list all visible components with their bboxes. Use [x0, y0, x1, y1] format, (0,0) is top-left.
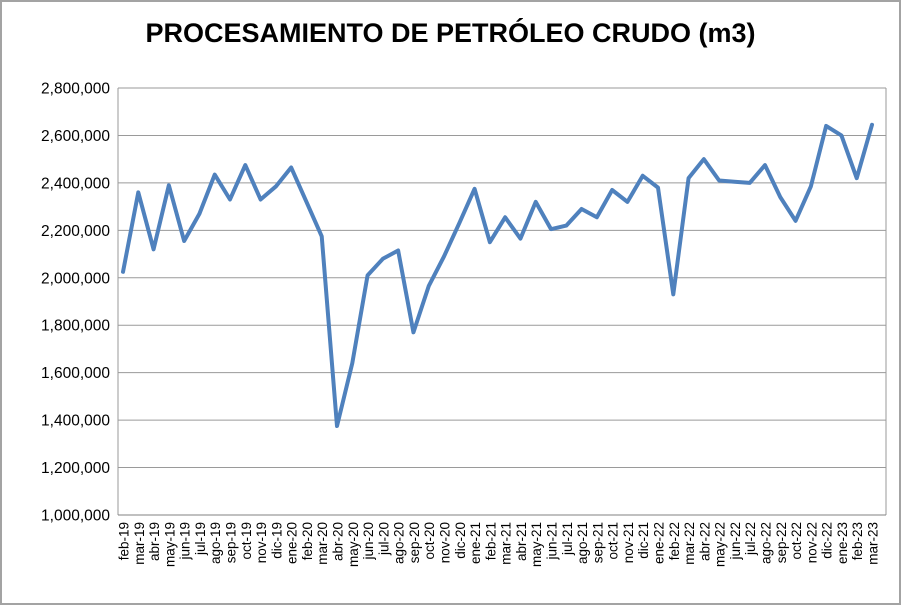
x-axis-tick-label: ago-22 — [759, 522, 774, 564]
x-axis-tick-label: jun-22 — [728, 522, 743, 561]
x-axis-tick-label: sep-21 — [590, 522, 605, 563]
x-axis-tick-label: nov-19 — [254, 522, 269, 563]
x-axis-tick-label: ago-21 — [575, 522, 590, 564]
x-axis-tick-label: abr-22 — [697, 522, 712, 561]
x-axis-tick-label: feb-23 — [850, 522, 865, 560]
x-axis-tick-label: jul-21 — [560, 522, 575, 556]
x-axis-tick-label: ago-19 — [208, 522, 223, 564]
x-axis-tick-label: feb-22 — [667, 522, 682, 560]
x-axis-tick-label: feb-20 — [300, 522, 315, 560]
x-axis-tick-label: feb-21 — [483, 522, 498, 560]
x-axis-tick-label: ene-22 — [652, 522, 667, 564]
x-axis-tick-label: jul-20 — [376, 522, 391, 556]
x-axis-tick-label: jun-21 — [545, 522, 560, 561]
x-axis-tick-label: ene-20 — [285, 522, 300, 564]
x-axis-tick-label: sep-22 — [774, 522, 789, 563]
x-axis-tick-label: jul-22 — [743, 522, 758, 556]
x-axis-tick-label: abr-20 — [331, 522, 346, 561]
x-axis-tick-label: oct-19 — [239, 522, 254, 560]
x-axis-tick-label: ene-21 — [468, 522, 483, 564]
y-axis-tick-label: 1,400,000 — [41, 413, 110, 430]
x-axis-tick-label: ago-20 — [392, 522, 407, 564]
x-axis-tick-label: mar-19 — [132, 522, 147, 565]
x-axis-tick-label: jun-19 — [178, 522, 193, 561]
x-axis-tick-label: jul-19 — [193, 522, 208, 556]
y-axis-tick-label: 1,200,000 — [41, 460, 110, 477]
x-axis-tick-label: mar-20 — [315, 522, 330, 565]
x-axis-tick-label: dic-21 — [636, 522, 651, 559]
y-axis-tick-label: 1,000,000 — [41, 508, 110, 525]
y-axis-tick-label: 2,800,000 — [41, 81, 110, 98]
x-axis-tick-label: may-21 — [529, 522, 544, 567]
x-axis-tick-label: sep-20 — [407, 522, 422, 563]
x-axis-tick-label: may-19 — [162, 522, 177, 567]
y-axis-tick-label: 1,800,000 — [41, 318, 110, 335]
x-axis-tick-label: nov-22 — [804, 522, 819, 563]
x-axis-tick-label: mar-22 — [682, 522, 697, 565]
x-axis-tick-label: mar-23 — [866, 522, 881, 565]
y-axis-tick-label: 2,200,000 — [41, 223, 110, 240]
x-axis-tick-label: may-22 — [713, 522, 728, 567]
x-axis-tick-label: oct-21 — [606, 522, 621, 560]
x-axis-tick-label: may-20 — [346, 522, 361, 567]
x-axis-tick-label: abr-19 — [147, 522, 162, 561]
x-axis-tick-label: dic-19 — [269, 522, 284, 559]
x-axis-tick-label: abr-21 — [514, 522, 529, 561]
x-axis-tick-label: nov-21 — [621, 522, 636, 563]
chart-title: PROCESAMIENTO DE PETRÓLEO CRUDO (m3) — [145, 18, 756, 48]
y-axis-tick-label: 1,600,000 — [41, 365, 110, 382]
y-axis-tick-label: 2,400,000 — [41, 175, 110, 192]
x-axis-tick-label: dic-20 — [453, 522, 468, 559]
x-axis-tick-label: mar-21 — [499, 522, 514, 565]
x-axis-tick-label: dic-22 — [820, 522, 835, 559]
x-axis-tick-label: jun-20 — [361, 522, 376, 561]
x-axis-tick-label: nov-20 — [438, 522, 453, 563]
x-axis-tick-label: oct-20 — [422, 522, 437, 560]
x-axis-tick-label: sep-19 — [224, 522, 239, 563]
data-series-line — [121, 122, 874, 429]
x-axis-tick-label: feb-19 — [117, 522, 132, 560]
x-axis-tick-label: ene-23 — [835, 522, 850, 564]
x-axis-tick-label: oct-22 — [789, 522, 804, 560]
y-axis-tick-label: 2,000,000 — [41, 270, 110, 287]
y-axis-tick-label: 2,600,000 — [41, 128, 110, 145]
